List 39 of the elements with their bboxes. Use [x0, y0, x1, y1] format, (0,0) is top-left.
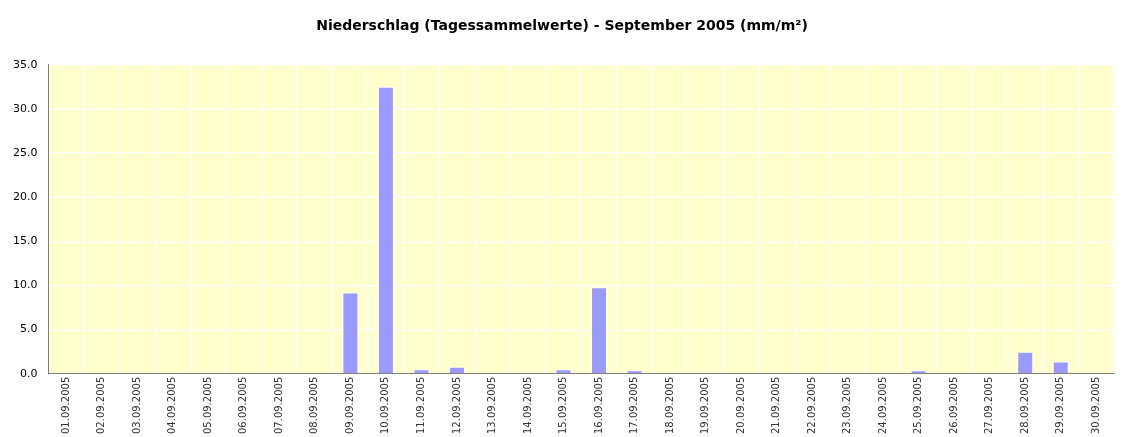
x-tick-label: 17.09.2005 [628, 376, 640, 435]
x-tick-label: 25.09.2005 [912, 376, 924, 435]
x-tick-label: 16.09.2005 [592, 376, 604, 435]
x-tick-label: 27.09.2005 [983, 376, 995, 435]
x-tick-label: 11.09.2005 [415, 376, 427, 435]
x-tick-label: 22.09.2005 [805, 376, 817, 435]
chart-title: Niederschlag (Tagessammelwerte) - September 2005 (mm/m²) [316, 17, 808, 34]
x-tick-label: 06.09.2005 [237, 376, 249, 435]
x-tick-label: 15.09.2005 [557, 376, 569, 435]
x-tick-label: 28.09.2005 [1018, 376, 1030, 435]
x-tick-label: 04.09.2005 [166, 376, 178, 435]
x-tick-label: 14.09.2005 [521, 376, 533, 435]
y-tick-label: 0.0 [19, 366, 38, 380]
x-tick-label: 18.09.2005 [663, 376, 675, 435]
x-tick-label: 19.09.2005 [699, 376, 711, 435]
y-tick-label: 30.0 [12, 101, 38, 115]
y-tick-label: 25.0 [12, 145, 38, 159]
x-tick-label: 24.09.2005 [876, 376, 888, 435]
x-tick-label: 13.09.2005 [486, 376, 498, 435]
x-tick-label: 30.09.2005 [1089, 376, 1101, 435]
x-tick-label: 23.09.2005 [841, 376, 853, 435]
x-tick-label: 05.09.2005 [201, 376, 213, 435]
x-tick-label: 02.09.2005 [95, 376, 107, 435]
y-tick-label: 15.0 [12, 234, 38, 248]
x-tick-label: 12.09.2005 [450, 376, 462, 435]
x-tick-label: 09.09.2005 [343, 376, 355, 435]
x-tick-label: 03.09.2005 [130, 376, 142, 435]
x-tick-label: 21.09.2005 [770, 376, 782, 435]
x-tick-label: 01.09.2005 [59, 376, 71, 435]
x-tick-label: 20.09.2005 [734, 376, 746, 435]
x-tick-label: 26.09.2005 [947, 376, 959, 435]
x-tick-label: 08.09.2005 [308, 376, 320, 435]
x-tick-label: 07.09.2005 [272, 376, 284, 435]
y-tick-label: 10.0 [12, 278, 38, 292]
y-tick-label: 20.0 [12, 190, 38, 204]
y-tick-label: 5.0 [19, 322, 38, 336]
x-tick-label: 29.09.2005 [1054, 376, 1066, 435]
x-tick-label: 10.09.2005 [379, 376, 391, 435]
y-tick-label: 35.0 [12, 57, 38, 71]
